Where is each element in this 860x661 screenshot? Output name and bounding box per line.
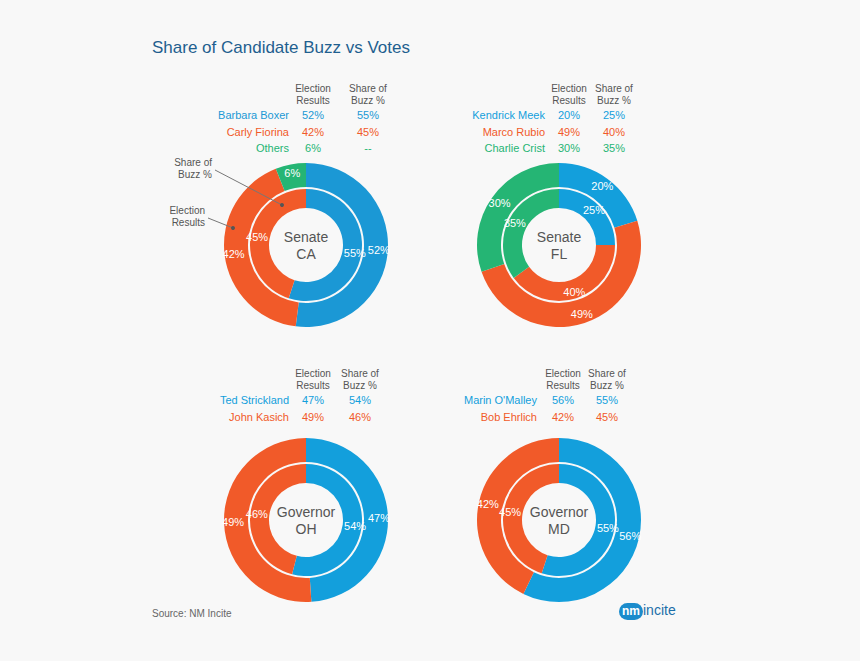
html-text:Bob Ehrlich: Bob Ehrlich bbox=[480, 410, 537, 423]
html-text:42%: 42% bbox=[552, 410, 574, 423]
html-text:Barbara Boxer: Barbara Boxer bbox=[218, 109, 289, 121]
svg-text:FL: FL bbox=[551, 246, 568, 262]
svg-text:42%: 42% bbox=[477, 498, 499, 510]
html-text:Share of Buzz %: Share of Buzz % bbox=[341, 368, 379, 391]
html-text:Election Results: Election Results bbox=[551, 83, 587, 106]
svg-text:55%: 55% bbox=[344, 247, 366, 259]
html-text:54%: 54% bbox=[349, 394, 371, 406]
html-text:30%: 30% bbox=[558, 142, 580, 154]
svg-text:45%: 45% bbox=[499, 506, 521, 518]
svg-text:25%: 25% bbox=[583, 204, 605, 216]
html-text:25%: 25% bbox=[603, 109, 625, 121]
svg-text:56%: 56% bbox=[619, 530, 641, 542]
svg-text:Senate: Senate bbox=[537, 229, 582, 245]
html-text:40%: 40% bbox=[603, 125, 625, 138]
svg-text:Governor: Governor bbox=[530, 504, 589, 520]
svg-text:52%: 52% bbox=[368, 244, 390, 256]
html-text:56%: 56% bbox=[552, 394, 574, 406]
html-text:46%: 46% bbox=[349, 410, 371, 423]
html-text:Marin O'Malley: Marin O'Malley bbox=[464, 394, 537, 406]
svg-text:35%: 35% bbox=[504, 217, 526, 229]
svg-text:54%: 54% bbox=[344, 520, 366, 532]
html-text:nm incite: nm incite bbox=[622, 602, 676, 618]
html-text:Share of Candidate Buzz vs Vot: Share of Candidate Buzz vs Votes bbox=[152, 38, 410, 57]
svg-text:42%: 42% bbox=[223, 248, 245, 260]
svg-text:55%: 55% bbox=[597, 522, 619, 534]
html-text:6%: 6% bbox=[305, 142, 321, 154]
svg-text:Results: Results bbox=[172, 217, 205, 228]
html-text:Election Results: Election Results bbox=[295, 83, 331, 106]
svg-text:45%: 45% bbox=[246, 231, 268, 243]
html-text:55%: 55% bbox=[596, 394, 618, 406]
html-text:Charlie Crist: Charlie Crist bbox=[484, 142, 545, 154]
html-text:Ted Strickland: Ted Strickland bbox=[219, 394, 289, 406]
html-text:55%: 55% bbox=[357, 109, 379, 121]
svg-text:Governor: Governor bbox=[277, 504, 336, 520]
svg-text:49%: 49% bbox=[222, 516, 244, 528]
svg-text:49%: 49% bbox=[571, 308, 593, 320]
html-text:Carly Fiorina: Carly Fiorina bbox=[226, 125, 289, 138]
html-text:52%: 52% bbox=[302, 109, 324, 121]
html-text:Election Results: Election Results bbox=[295, 368, 331, 391]
html-text:Election Results: Election Results bbox=[545, 368, 581, 391]
html-text:49%: 49% bbox=[558, 125, 580, 138]
html-text:45%: 45% bbox=[596, 410, 618, 423]
html-text:Source: NM Incite: Source: NM Incite bbox=[152, 608, 232, 619]
svg-text:20%: 20% bbox=[591, 180, 613, 192]
svg-text:40%: 40% bbox=[563, 286, 585, 298]
html-text:Share of Buzz %: Share of Buzz % bbox=[588, 368, 626, 391]
html-text:Kendrick Meek: Kendrick Meek bbox=[472, 109, 545, 121]
svg-text:OH: OH bbox=[296, 521, 317, 537]
svg-text:CA: CA bbox=[296, 246, 316, 262]
html-text:Share of Buzz %: Share of Buzz % bbox=[349, 83, 387, 106]
html-text:20%: 20% bbox=[558, 109, 580, 121]
html-text:47%: 47% bbox=[302, 394, 324, 406]
svg-text:47%: 47% bbox=[368, 512, 390, 524]
html-text:John Kasich: John Kasich bbox=[229, 410, 289, 423]
html-text:49%: 49% bbox=[302, 410, 324, 423]
html-text:Share of Buzz %: Share of Buzz % bbox=[595, 83, 633, 106]
html-text:35%: 35% bbox=[603, 142, 625, 154]
svg-text:Share of: Share of bbox=[174, 157, 212, 168]
html-text:Marco Rubio: Marco Rubio bbox=[482, 125, 545, 138]
svg-text:Election: Election bbox=[169, 205, 205, 216]
svg-text:6%: 6% bbox=[284, 167, 300, 179]
html-text:42%: 42% bbox=[302, 125, 324, 138]
html-text:Others: Others bbox=[256, 142, 289, 154]
svg-text:Buzz %: Buzz % bbox=[178, 169, 212, 180]
svg-text:30%: 30% bbox=[489, 197, 511, 209]
svg-text:46%: 46% bbox=[246, 508, 268, 520]
svg-text:MD: MD bbox=[548, 521, 570, 537]
svg-text:Senate: Senate bbox=[284, 229, 329, 245]
html-text:45%: 45% bbox=[357, 125, 379, 138]
